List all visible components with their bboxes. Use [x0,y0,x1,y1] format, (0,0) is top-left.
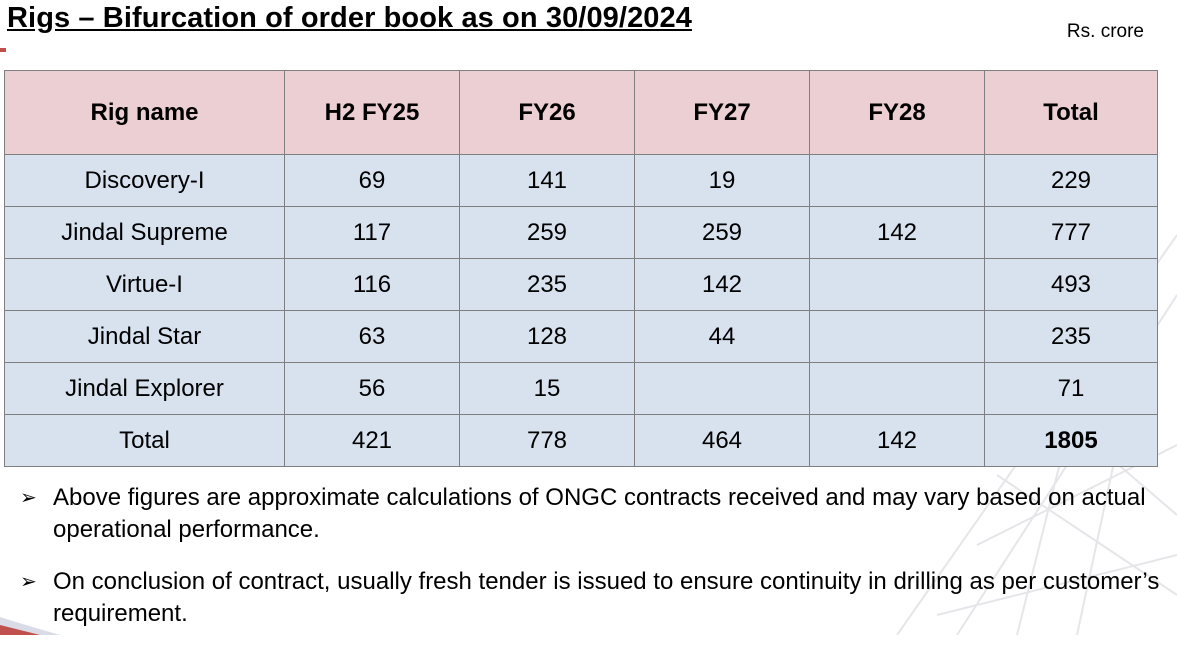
note-text: Above figures are approximate calculatio… [53,484,1146,543]
table-cell [809,154,985,207]
note-text: On conclusion of contract, usually fresh… [53,568,1160,627]
table-cell: 56 [284,362,460,415]
table-cell: 259 [634,206,810,259]
row-total-cell: 235 [984,310,1158,363]
unit-label: Rs. crore [1066,21,1144,42]
rig-name-cell: Jindal Supreme [4,206,285,259]
table-cell: 69 [284,154,460,207]
table-cell [809,362,985,415]
corner-decoration [0,617,60,635]
column-total-cell: 421 [284,414,460,467]
row-total-cell: 229 [984,154,1158,207]
rig-name-cell: Discovery-I [4,154,285,207]
table-row: Jindal Explorer 56 15 71 [4,362,1158,415]
total-label-cell: Total [4,414,285,467]
table-row: Jindal Supreme 117 259 259 142 777 [4,206,1158,259]
column-header-fy28: FY28 [809,70,985,155]
table-cell: 142 [634,258,810,311]
table-cell [809,310,985,363]
column-header-total: Total [984,70,1158,155]
table-cell: 19 [634,154,810,207]
column-header-h2-fy25: H2 FY25 [284,70,460,155]
column-header-fy26: FY26 [459,70,635,155]
table-cell: 235 [459,258,635,311]
page-title: Rigs – Bifurcation of order book as on 3… [7,2,692,34]
table-cell [634,362,810,415]
table-cell [809,258,985,311]
table-row: Jindal Star 63 128 44 235 [4,310,1158,363]
arrow-bullet-icon: ➢ [20,571,37,593]
column-total-cell: 778 [459,414,635,467]
notes-list: ➢ Above figures are approximate calculat… [20,482,1160,650]
rig-name-cell: Jindal Star [4,310,285,363]
table-cell: 142 [809,206,985,259]
column-total-cell: 464 [634,414,810,467]
rig-name-cell: Jindal Explorer [4,362,285,415]
table-cell: 117 [284,206,460,259]
table-row: Discovery-I 69 141 19 229 [4,154,1158,207]
table-row: Virtue-I 116 235 142 493 [4,258,1158,311]
table-cell: 116 [284,258,460,311]
table-cell: 141 [459,154,635,207]
row-total-cell: 71 [984,362,1158,415]
table-header-row: Rig name H2 FY25 FY26 FY27 FY28 Total [4,70,1158,155]
title-accent-bar [0,48,6,52]
order-book-table: Rig name H2 FY25 FY26 FY27 FY28 Total Di… [4,70,1158,467]
note-item: ➢ On conclusion of contract, usually fre… [20,566,1160,630]
column-total-cell: 142 [809,414,985,467]
table-cell: 63 [284,310,460,363]
note-item: ➢ Above figures are approximate calculat… [20,482,1160,546]
table-cell: 15 [459,362,635,415]
row-total-cell: 777 [984,206,1158,259]
row-total-cell: 493 [984,258,1158,311]
table-cell: 259 [459,206,635,259]
table-cell: 44 [634,310,810,363]
column-header-rig-name: Rig name [4,70,285,155]
column-header-fy27: FY27 [634,70,810,155]
table-cell: 128 [459,310,635,363]
grand-total-cell: 1805 [984,414,1158,467]
rig-name-cell: Virtue-I [4,258,285,311]
arrow-bullet-icon: ➢ [20,487,37,509]
table-total-row: Total 421 778 464 142 1805 [4,414,1158,467]
